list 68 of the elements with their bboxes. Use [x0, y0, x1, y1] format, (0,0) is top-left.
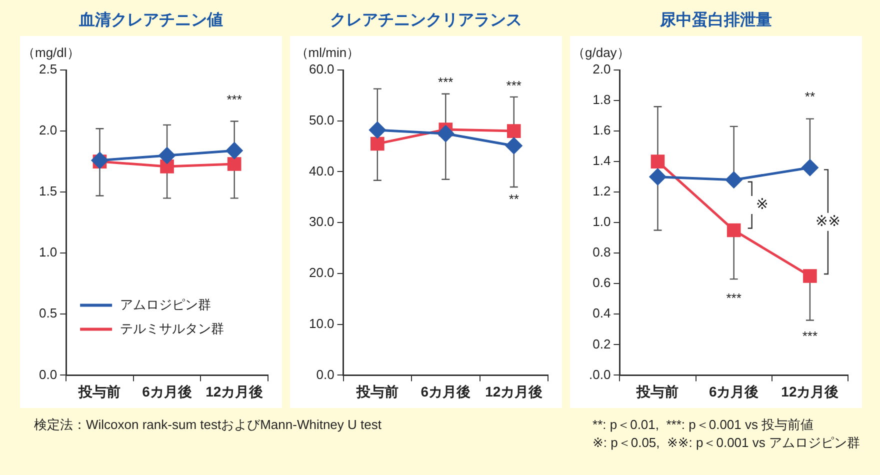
point — [649, 168, 666, 186]
point — [506, 124, 521, 138]
legend-label: テルミサルタン群 — [120, 320, 224, 336]
annotation: *** — [802, 328, 818, 344]
chart-title: 尿中蛋白排泄量 — [658, 10, 773, 31]
x-tick-label: 6カ月後 — [420, 383, 471, 400]
y-tick-label: 0.0 — [316, 366, 334, 382]
annotation: *** — [726, 290, 742, 306]
point — [726, 172, 742, 188]
point — [650, 154, 665, 168]
annotation: ** — [508, 191, 519, 206]
y-tick-label: 40.0 — [308, 163, 334, 178]
y-tick-label: 0.5 — [38, 306, 58, 321]
legend-label: アムロジピン群 — [120, 296, 212, 312]
point — [369, 122, 386, 138]
annotation: *** — [438, 74, 454, 90]
annotation: ※ — [756, 196, 768, 214]
x-tick-label: 12カ月後 — [781, 383, 839, 400]
point — [726, 223, 741, 238]
y-tick-label: 0.0 — [38, 366, 58, 382]
y-tick-label: .0.0 — [588, 366, 611, 382]
annotation: ※※ — [815, 212, 841, 230]
y-axis-title: （ml/min） — [295, 45, 360, 60]
x-tick-label: 6カ月後 — [708, 383, 759, 400]
y-axis-title: （g/day） — [572, 45, 630, 60]
y-tick-label: 1.0 — [38, 244, 58, 260]
point — [160, 160, 174, 174]
y-tick-label: 1.4 — [592, 153, 611, 168]
y-tick-label: 1.2 — [592, 184, 611, 199]
y-tick-label: 20.0 — [308, 265, 334, 280]
x-tick-label: 6カ月後 — [142, 383, 192, 400]
point — [437, 125, 454, 142]
y-tick-label: 0.8 — [592, 244, 611, 260]
chart-title: 血清クレアチニン値 — [78, 10, 224, 31]
annotation: *** — [506, 78, 522, 93]
text: **: p＜0.01, ***: p＜0.001 vs 投与前値 — [592, 416, 815, 434]
text: ※: p＜0.05, ※※: p＜0.001 vs アムロジピン群 — [592, 434, 860, 452]
y-tick-label: 50.0 — [308, 112, 334, 128]
y-tick-label: 0.2 — [592, 336, 611, 352]
x-tick-label: 12カ月後 — [485, 383, 543, 400]
point — [226, 142, 243, 159]
text: 検定法：Wilcoxon rank-sum testおよびMann-Whitney U test — [34, 416, 382, 434]
y-tick-label: 1.5 — [38, 184, 58, 199]
x-tick-label: 投与前 — [355, 383, 398, 400]
y-tick-label: 1.6 — [592, 122, 611, 138]
point — [227, 157, 242, 171]
point — [803, 269, 817, 283]
chart-title: クレアチニンクリアランス — [329, 11, 523, 31]
x-tick-label: 12カ月後 — [206, 383, 264, 400]
y-tick-label: 0.4 — [592, 306, 611, 321]
y-tick-label: 0.6 — [592, 275, 611, 290]
annotation: *** — [226, 92, 242, 108]
x-tick-label: 投与前 — [78, 383, 121, 400]
y-tick-label: 60.0 — [308, 62, 334, 77]
y-tick-label: 30.0 — [308, 214, 334, 230]
y-tick-label: 2.0 — [38, 122, 58, 138]
point — [370, 136, 384, 151]
x-tick-label: 投与前 — [636, 383, 679, 400]
point — [802, 159, 818, 176]
y-tick-label: 2.5 — [38, 62, 58, 77]
point — [158, 147, 176, 164]
y-tick-label: 10.0 — [308, 316, 334, 331]
y-axis-title: （mg/dl） — [22, 45, 80, 60]
y-tick-label: 1.0 — [592, 214, 611, 230]
annotation: ** — [804, 89, 816, 104]
y-tick-label: 1.8 — [592, 92, 611, 108]
y-tick-label: 2.0 — [592, 62, 611, 77]
point — [506, 138, 522, 154]
